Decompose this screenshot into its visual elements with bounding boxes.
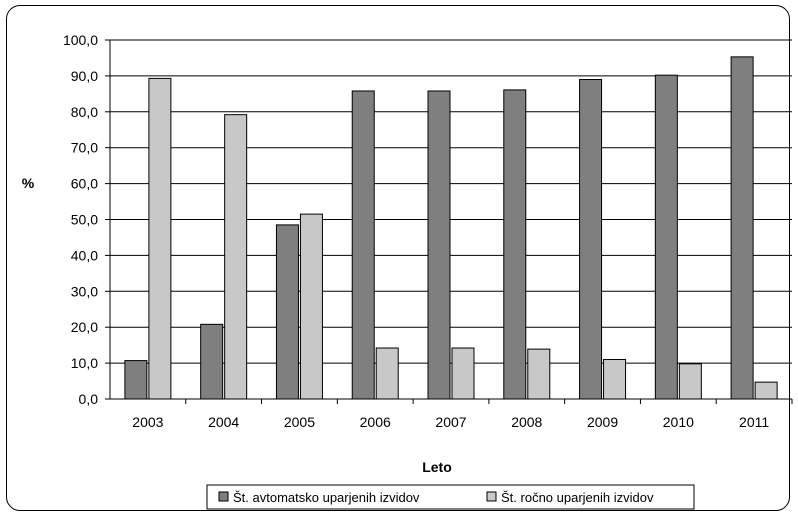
bar-auto-2003 bbox=[124, 360, 148, 400]
legend-label-auto: Št. avtomatsko uparjenih izvidov bbox=[233, 490, 420, 505]
y-tick-label: 30,0 bbox=[71, 283, 98, 299]
bar-manual-2005 bbox=[299, 213, 323, 400]
legend: Št. avtomatsko uparjenih izvidov Št. roč… bbox=[206, 484, 695, 510]
x-tick-label: 2007 bbox=[435, 414, 466, 430]
x-tick-label: 2006 bbox=[360, 414, 391, 430]
bar-auto-2007 bbox=[427, 90, 451, 400]
legend-label-manual: Št. ročno uparjenih izvidov bbox=[501, 490, 654, 505]
y-tick-label: 40,0 bbox=[71, 247, 98, 263]
bars bbox=[124, 56, 778, 400]
bar-auto-2010 bbox=[654, 74, 678, 400]
x-tick-label: 2010 bbox=[663, 414, 694, 430]
bar-manual-2007 bbox=[451, 347, 475, 400]
bar-manual-2003 bbox=[148, 77, 172, 400]
y-tick-label: 100,0 bbox=[63, 32, 98, 48]
y-axis-title: % bbox=[22, 175, 35, 191]
bar-auto-2011 bbox=[730, 56, 754, 400]
x-tick-label: 2003 bbox=[132, 414, 163, 430]
y-tick-labels: 0,0 10,0 20,0 30,0 40,0 50,0 60,0 70,0 80,0 90,0 1… bbox=[63, 32, 98, 407]
bar-auto-2009 bbox=[579, 78, 603, 400]
bar-manual-2010 bbox=[678, 363, 702, 400]
y-tick-label: 60,0 bbox=[71, 176, 98, 192]
bar-manual-2004 bbox=[224, 114, 248, 400]
x-tick-labels: 2003 2004 2005 2006 2007 2008 2009 2010 2011 bbox=[132, 414, 769, 430]
bar-auto-2008 bbox=[503, 89, 527, 400]
bar-manual-2006 bbox=[375, 347, 399, 400]
x-tick-label: 2008 bbox=[511, 414, 542, 430]
legend-box bbox=[206, 484, 695, 510]
x-tick-label: 2009 bbox=[587, 414, 618, 430]
y-tick-label: 10,0 bbox=[71, 355, 98, 371]
bar-auto-2005 bbox=[275, 224, 299, 400]
bar-manual-2011 bbox=[754, 381, 778, 400]
bar-manual-2008 bbox=[527, 348, 551, 400]
y-tick-label: 80,0 bbox=[71, 104, 98, 120]
y-tick-label: 0,0 bbox=[79, 391, 99, 407]
bar-auto-2006 bbox=[351, 90, 375, 400]
legend-swatch-manual bbox=[486, 491, 497, 502]
legend-swatch-auto bbox=[218, 491, 229, 502]
y-tick-label: 90,0 bbox=[71, 68, 98, 84]
y-tick-label: 50,0 bbox=[71, 212, 98, 228]
gridlines bbox=[110, 39, 792, 364]
x-tick-label: 2005 bbox=[284, 414, 315, 430]
axes bbox=[105, 39, 793, 404]
x-tick-label: 2011 bbox=[739, 414, 769, 430]
x-axis-title: Leto bbox=[422, 459, 452, 475]
x-tick-label: 2004 bbox=[208, 414, 239, 430]
y-tick-label: 20,0 bbox=[71, 319, 98, 335]
bar-auto-2004 bbox=[200, 323, 224, 400]
y-tick-label: 70,0 bbox=[71, 140, 98, 156]
bar-manual-2009 bbox=[603, 359, 627, 400]
